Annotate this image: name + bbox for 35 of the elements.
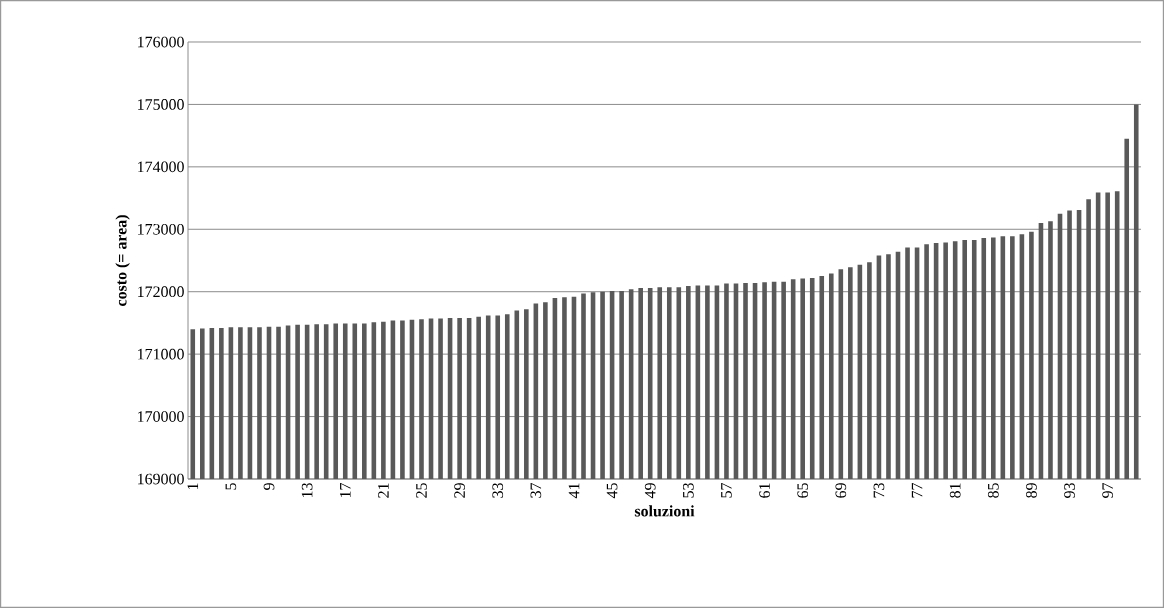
x-tick-label: 57 xyxy=(721,482,732,498)
x-axis-title: soluzioni xyxy=(634,505,695,517)
x-tick-label: 89 xyxy=(1026,483,1037,498)
x-tick-label: 61 xyxy=(759,483,770,498)
x-tick-label: 73 xyxy=(873,483,885,498)
y-tick-label: 170000 xyxy=(138,411,184,422)
x-tick-label: 77 xyxy=(911,482,923,498)
y-tick-label: 169000 xyxy=(138,473,184,485)
x-tick-label: 13 xyxy=(301,483,313,498)
x-tick-label: 53 xyxy=(682,483,694,498)
y-tick-label: 171000 xyxy=(138,348,184,360)
y-tick-label: 176000 xyxy=(138,36,184,48)
x-tick-label: 17 xyxy=(339,482,351,498)
x-tick-label: 41 xyxy=(568,483,580,499)
y-axis-title: costo (= area) xyxy=(115,215,130,306)
x-tick-label: 25 xyxy=(416,483,427,498)
y-tick-label: 175000 xyxy=(138,99,184,110)
x-tick-label: 33 xyxy=(492,483,504,498)
x-tick-label: 97 xyxy=(1102,482,1114,498)
x-tick-label: 9 xyxy=(263,483,275,490)
x-tick-label: 69 xyxy=(835,483,847,498)
x-tick-label: 85 xyxy=(987,483,999,498)
x-tick-label: 49 xyxy=(644,483,656,499)
x-tick-label: 21 xyxy=(378,483,389,498)
x-tick-label: 65 xyxy=(797,483,809,498)
y-tick-label: 174000 xyxy=(138,161,184,173)
x-tick-label: 93 xyxy=(1064,483,1075,498)
x-tick-label: 5 xyxy=(225,483,237,490)
x-tick-label: 29 xyxy=(454,483,465,498)
x-tick-label: 45 xyxy=(606,483,618,499)
x-tick-label: 37 xyxy=(530,482,542,498)
x-tick-label: 1 xyxy=(187,483,199,490)
y-tick-label: 172000 xyxy=(138,286,184,298)
x-tick-label: 81 xyxy=(949,483,961,498)
y-tick-label: 173000 xyxy=(138,223,184,235)
